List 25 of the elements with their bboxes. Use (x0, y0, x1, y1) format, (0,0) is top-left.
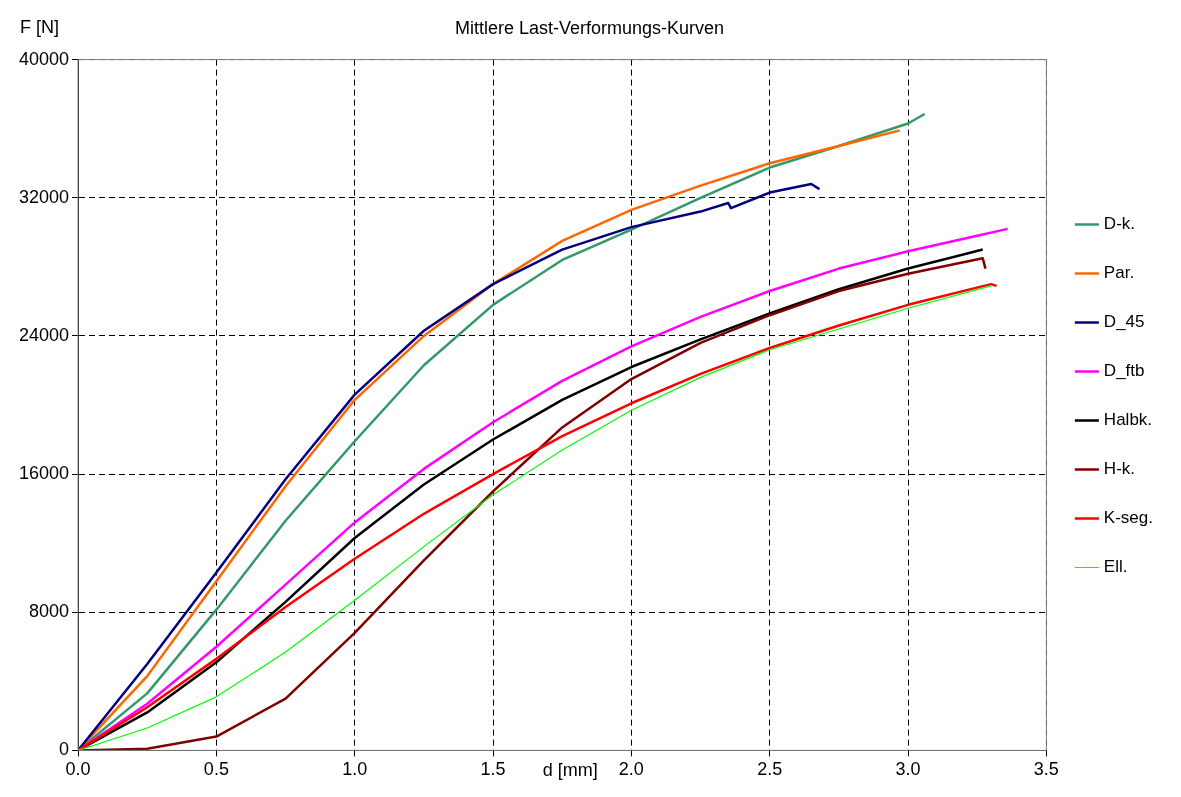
legend-label: D_45 (1103, 312, 1145, 332)
x-tick-label: 0.0 (65, 759, 91, 780)
y-tick-label: 32000 (18, 186, 70, 207)
x-tick-label: 3.0 (895, 759, 921, 780)
y-tick-label: 24000 (18, 324, 70, 345)
x-tick-label: 1.0 (342, 759, 368, 780)
y-tick-label: 40000 (18, 48, 70, 69)
legend-label: Halbk. (1103, 410, 1153, 430)
y-tick-label: 8000 (29, 601, 70, 622)
legend-label: K-seg. (1103, 508, 1154, 528)
x-tick-label: 2.5 (757, 759, 783, 780)
legend-label: Ell. (1103, 557, 1128, 577)
x-tick-label: 2.0 (618, 759, 644, 780)
x-tick-label: 3.5 (1033, 759, 1059, 780)
y-tick-label: 0 (59, 739, 70, 760)
legend-label: D-k. (1103, 214, 1136, 234)
y-tick-label: 16000 (18, 463, 70, 484)
y-axis-title: F [N] (20, 16, 59, 37)
x-tick-label: 0.5 (203, 759, 229, 780)
chart-title: Mittlere Last-Verformungs-Kurven (454, 17, 725, 38)
legend-label: H-k. (1103, 459, 1136, 479)
legend-label: D_ftb (1103, 361, 1145, 381)
x-tick-label: 1.5 (480, 759, 506, 780)
legend-label: Par. (1103, 263, 1135, 283)
x-axis-title: d [mm] (542, 760, 598, 781)
